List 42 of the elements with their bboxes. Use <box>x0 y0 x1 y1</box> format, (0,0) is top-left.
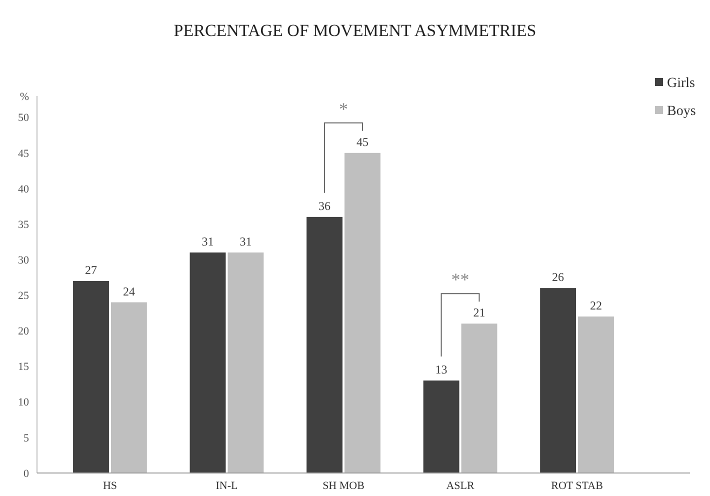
y-tick-label: 25 <box>18 290 30 302</box>
chart-title: PERCENTAGE OF MOVEMENT ASYMMETRIES <box>174 21 536 40</box>
data-label: 36 <box>318 198 331 213</box>
y-tick-label: 15 <box>18 361 30 374</box>
y-tick-label: 35 <box>18 218 30 231</box>
x-tick-label: IN-L <box>216 480 238 492</box>
y-tick-label: 0 <box>24 468 30 480</box>
data-label: 45 <box>356 134 368 149</box>
y-tick-label: 45 <box>18 148 30 160</box>
data-label: 22 <box>590 298 602 313</box>
data-label: 21 <box>473 306 486 320</box>
y-tick-label: 50 <box>18 112 30 124</box>
y-axis-title: % <box>20 90 29 103</box>
y-tick-label: 10 <box>18 396 30 409</box>
x-tick-label: HS <box>102 480 118 492</box>
data-label: 26 <box>552 270 564 284</box>
data-label: 31 <box>202 234 214 248</box>
data-label: 31 <box>240 234 252 248</box>
legend-label: Boys <box>667 104 696 119</box>
bar <box>423 380 460 473</box>
y-tick-label: 5 <box>24 432 30 444</box>
legend-label: Girls <box>667 76 695 91</box>
y-tick-label: 20 <box>18 326 30 338</box>
bar <box>190 252 226 473</box>
x-tick-label: ASLR <box>446 480 475 492</box>
y-tick-label: 40 <box>18 183 30 196</box>
data-label: 24 <box>122 284 135 298</box>
bar <box>306 216 342 473</box>
bar <box>73 280 109 473</box>
bar <box>110 302 147 473</box>
data-label: 27 <box>85 262 97 277</box>
x-tick-label: SH MOB <box>322 480 364 492</box>
bar <box>578 316 614 473</box>
x-tick-label: ROT STAB <box>551 480 603 492</box>
bar <box>540 288 576 473</box>
annotation: * <box>339 98 348 119</box>
annotation: ** <box>451 270 470 290</box>
bar <box>344 152 380 473</box>
bar <box>228 252 264 473</box>
bar <box>461 324 498 473</box>
data-label: 13 <box>435 362 448 377</box>
y-tick-label: 30 <box>18 254 30 266</box>
